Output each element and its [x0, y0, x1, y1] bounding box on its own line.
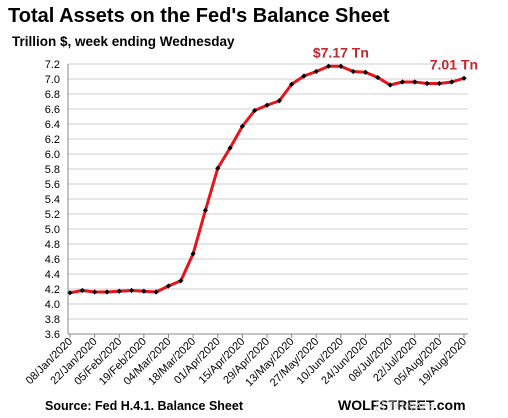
data-point	[350, 68, 356, 75]
annotation-label: 7.01 Tn	[430, 56, 478, 72]
y-tick-label: 4.2	[45, 284, 60, 296]
data-point	[399, 79, 406, 85]
y-tick-label: 5.6	[45, 179, 60, 191]
source-note: Source: Fed H.4.1. Balance Sheet	[45, 399, 243, 413]
data-point	[436, 80, 442, 87]
y-tick-label: 5.2	[45, 209, 60, 221]
y-tick-label: 4.8	[45, 239, 60, 251]
chart-title: Total Assets on the Fed's Balance Sheet	[8, 5, 390, 27]
data-point	[313, 68, 319, 75]
y-tick-label: 5.0	[45, 224, 60, 236]
data-point	[338, 63, 344, 69]
data-point	[375, 74, 381, 81]
annotation-label: $7.17 Tn	[313, 44, 369, 60]
gridlines	[68, 63, 468, 335]
data-point	[141, 288, 147, 294]
data-point	[104, 289, 110, 295]
data-point	[227, 145, 233, 151]
data-point	[276, 98, 282, 104]
data-point	[165, 283, 172, 289]
data-point	[387, 82, 393, 88]
data-point	[362, 69, 369, 75]
y-tick-label: 5.8	[45, 164, 60, 176]
brand-label: WOLFSTREET.com	[338, 397, 466, 413]
y-tick-label: 6.8	[45, 89, 60, 101]
y-tick-label: 7.0	[45, 74, 60, 86]
y-tick-label: 3.6	[45, 329, 60, 341]
y-tick-label: 4.0	[45, 299, 60, 311]
data-point	[178, 278, 184, 284]
y-tick-label: 6.6	[45, 104, 60, 116]
y-tick-label: 5.4	[45, 194, 60, 206]
data-point	[264, 102, 270, 108]
data-points	[67, 63, 467, 296]
data-point	[412, 79, 418, 85]
data-point	[116, 288, 122, 294]
y-tick-label: 6.0	[45, 149, 60, 161]
watermark: 回顶财经APP	[375, 402, 436, 413]
data-point	[461, 75, 467, 81]
y-tick-label: 6.4	[45, 119, 60, 131]
annotations: $7.17 Tn 7.01 Tn	[313, 44, 478, 72]
data-point	[79, 287, 85, 294]
data-point	[92, 289, 98, 295]
data-point	[202, 207, 209, 213]
data-point	[239, 123, 245, 129]
y-tick-label: 7.2	[45, 59, 60, 71]
data-point	[289, 81, 295, 87]
y-tick-label: 6.2	[45, 134, 60, 146]
data-point	[67, 290, 73, 296]
x-tick-labels: 08/Jan/202022/Jan/202005/Feb/202019/Feb/…	[24, 336, 469, 389]
chart-subtitle: Trillion $, week ending Wednesday	[12, 34, 235, 49]
data-point	[449, 79, 455, 85]
y-tick-labels: 3.6 3.8 4.0 4.2 4.4 4.6 4.8 5.0 5.2 5.4 5.6 5.8 6.0 6…	[45, 59, 60, 341]
y-tick-label: 4.4	[45, 269, 60, 281]
axes	[67, 64, 468, 338]
data-point	[153, 289, 159, 295]
data-point	[424, 80, 430, 87]
data-point	[190, 251, 196, 257]
data-point	[215, 165, 221, 171]
y-tick-label: 4.6	[45, 254, 60, 266]
data-point	[301, 73, 307, 79]
y-tick-label: 3.8	[45, 314, 60, 326]
data-point	[128, 287, 135, 294]
data-point	[252, 107, 258, 114]
data-point	[325, 63, 332, 69]
